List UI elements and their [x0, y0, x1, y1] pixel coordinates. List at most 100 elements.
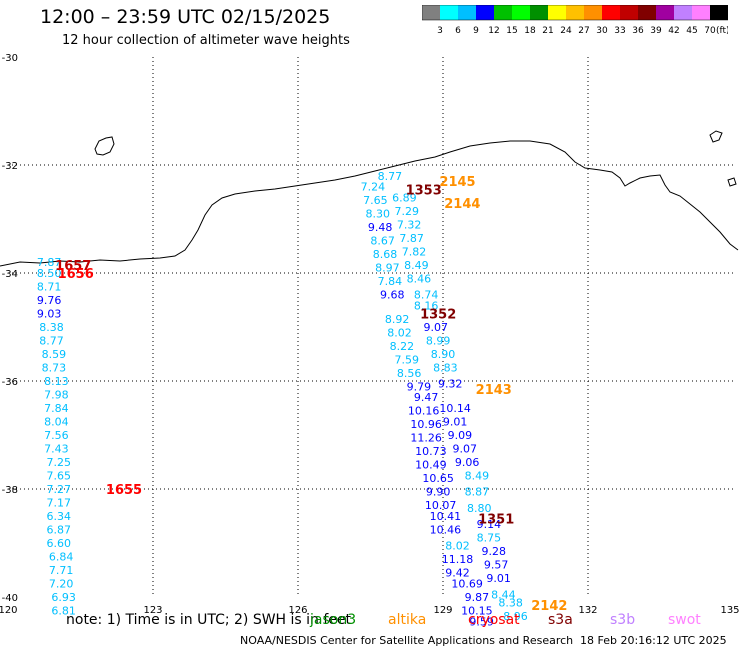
observations-layer: 7.878.508.719.769.038.388.778.598.738.13… [37, 170, 528, 628]
wave-height-value: 11.18 [442, 553, 474, 566]
wave-height-value: 10.41 [430, 510, 462, 523]
wave-height-value: 7.17 [47, 497, 72, 510]
wave-height-value: 8.77 [39, 335, 64, 348]
pass-time-label: 2145 [439, 175, 475, 190]
lat-tick-label: -40 [2, 593, 18, 604]
wave-height-value: 8.77 [378, 170, 403, 183]
wave-height-value: 9.76 [37, 294, 62, 307]
pass-time-label: 1351 [478, 513, 514, 528]
colorbar-label: 21 [542, 26, 553, 36]
pass-time-label: 1657 [55, 259, 91, 274]
wave-height-value: 9.42 [445, 567, 470, 580]
lat-tick-label: -38 [2, 485, 18, 496]
wave-height-value: 6.60 [47, 537, 72, 550]
colorbar-label: 6 [455, 26, 461, 36]
coastline-east-island [709, 130, 723, 143]
colorbar-label: 30 [596, 26, 608, 36]
legend-sat-altika: altika [388, 612, 427, 628]
wave-height-value: 8.80 [467, 502, 492, 515]
wave-height-value: 9.28 [482, 545, 507, 558]
wave-height-value: 8.90 [431, 348, 456, 361]
pass-time-label: 1352 [420, 308, 456, 323]
colorbar-unit: (ft) [716, 26, 728, 36]
wave-height-value: 10.96 [410, 418, 442, 431]
colorbar-swatch [602, 5, 620, 20]
colorbar-swatch [692, 5, 710, 20]
wave-height-value: 9.07 [424, 321, 449, 334]
wave-height-value: 8.46 [407, 272, 432, 285]
wave-height-value: 7.20 [49, 578, 74, 591]
wave-height-value: 9.47 [414, 391, 439, 404]
colorbar-swatch [530, 5, 548, 20]
legend-sat-cryosat: cryosat [468, 612, 520, 628]
wave-height-value: 10.15 [461, 605, 493, 618]
colorbar-swatch [512, 5, 530, 20]
wave-height-value: 9.68 [380, 289, 405, 302]
wave-height-value: 6.34 [47, 510, 72, 523]
lat-tick-label: -36 [2, 377, 18, 388]
wave-height-value: 8.73 [42, 362, 67, 375]
wave-height-value: 7.29 [395, 205, 420, 218]
wave-height-value: 9.01 [443, 416, 468, 429]
wave-height-value: 9.59 [469, 615, 494, 628]
footer-timestamp: 18 Feb 20:16:12 UTC 2025 [580, 634, 727, 647]
wave-height-value: 8.16 [414, 299, 439, 312]
colorbar-swatch [584, 5, 602, 20]
wave-height-value: 6.87 [47, 524, 72, 537]
wave-height-value: 6.81 [51, 605, 76, 618]
colorbar-frame [422, 5, 728, 21]
wave-height-value: 10.14 [439, 402, 471, 415]
footer-credit: NOAA/NESDIS Center for Satellite Applica… [240, 634, 574, 647]
wave-height-value: 8.44 [491, 588, 516, 601]
wave-height-value: 10.16 [408, 405, 440, 418]
wave-height-value: 9.90 [426, 486, 451, 499]
wave-height-value: 9.07 [453, 443, 478, 456]
wave-height-value: 8.71 [37, 281, 62, 294]
wave-height-value: 10.73 [415, 445, 447, 458]
wave-height-value: 7.25 [47, 456, 72, 469]
wave-height-value: 10.49 [415, 459, 447, 472]
coastline-mainland [0, 140, 739, 267]
colorbar-swatch [620, 5, 638, 20]
wave-height-value: 9.32 [438, 378, 463, 391]
wave-height-value: 7.71 [49, 564, 74, 577]
colorbar-swatch [422, 5, 440, 20]
pass-time-label: 1655 [106, 483, 142, 498]
colorbar-swatch [566, 5, 584, 20]
wave-height-value: 9.87 [465, 591, 490, 604]
wave-height-value: 8.87 [465, 486, 490, 499]
wave-height-value: 8.67 [370, 235, 395, 248]
colorbar-label: 42 [668, 26, 679, 36]
wave-height-value: 9.48 [368, 221, 393, 234]
colorbar-swatch [494, 5, 512, 20]
legend-sat-swot: swot [668, 612, 701, 628]
wave-height-value: 7.87 [37, 256, 62, 269]
wave-height-value: 8.38 [498, 596, 523, 609]
wave-height-value: 8.30 [366, 208, 391, 221]
pass-time-label: 1353 [406, 183, 442, 198]
colorbar-label: 27 [578, 26, 589, 36]
pass-time-label: 2143 [476, 383, 512, 398]
wave-height-value: 7.65 [363, 194, 388, 207]
legend-sat-s3a: s3a [548, 612, 573, 628]
wave-height-value: 7.27 [47, 483, 72, 496]
colorbar-swatch [548, 5, 566, 20]
wave-height-value: 8.74 [414, 289, 439, 302]
colorbar-label: 70 [704, 26, 716, 36]
lon-tick-label: 120 [0, 605, 18, 616]
wave-height-value: 10.69 [451, 578, 483, 591]
wave-height-value: 6.93 [51, 591, 76, 604]
colorbar-label: 39 [650, 26, 662, 36]
wave-height-value: 8.97 [375, 262, 400, 275]
colorbar-swatch [710, 5, 728, 20]
wave-height-value: 8.13 [44, 375, 69, 388]
wave-height-value: 8.49 [404, 259, 429, 272]
wave-height-value: 8.92 [385, 313, 410, 326]
wave-height-value: 9.01 [486, 572, 511, 585]
pass-time-label: 2142 [531, 599, 567, 614]
wave-height-value: 11.26 [410, 432, 442, 445]
lon-tick-label: 123 [143, 605, 162, 616]
